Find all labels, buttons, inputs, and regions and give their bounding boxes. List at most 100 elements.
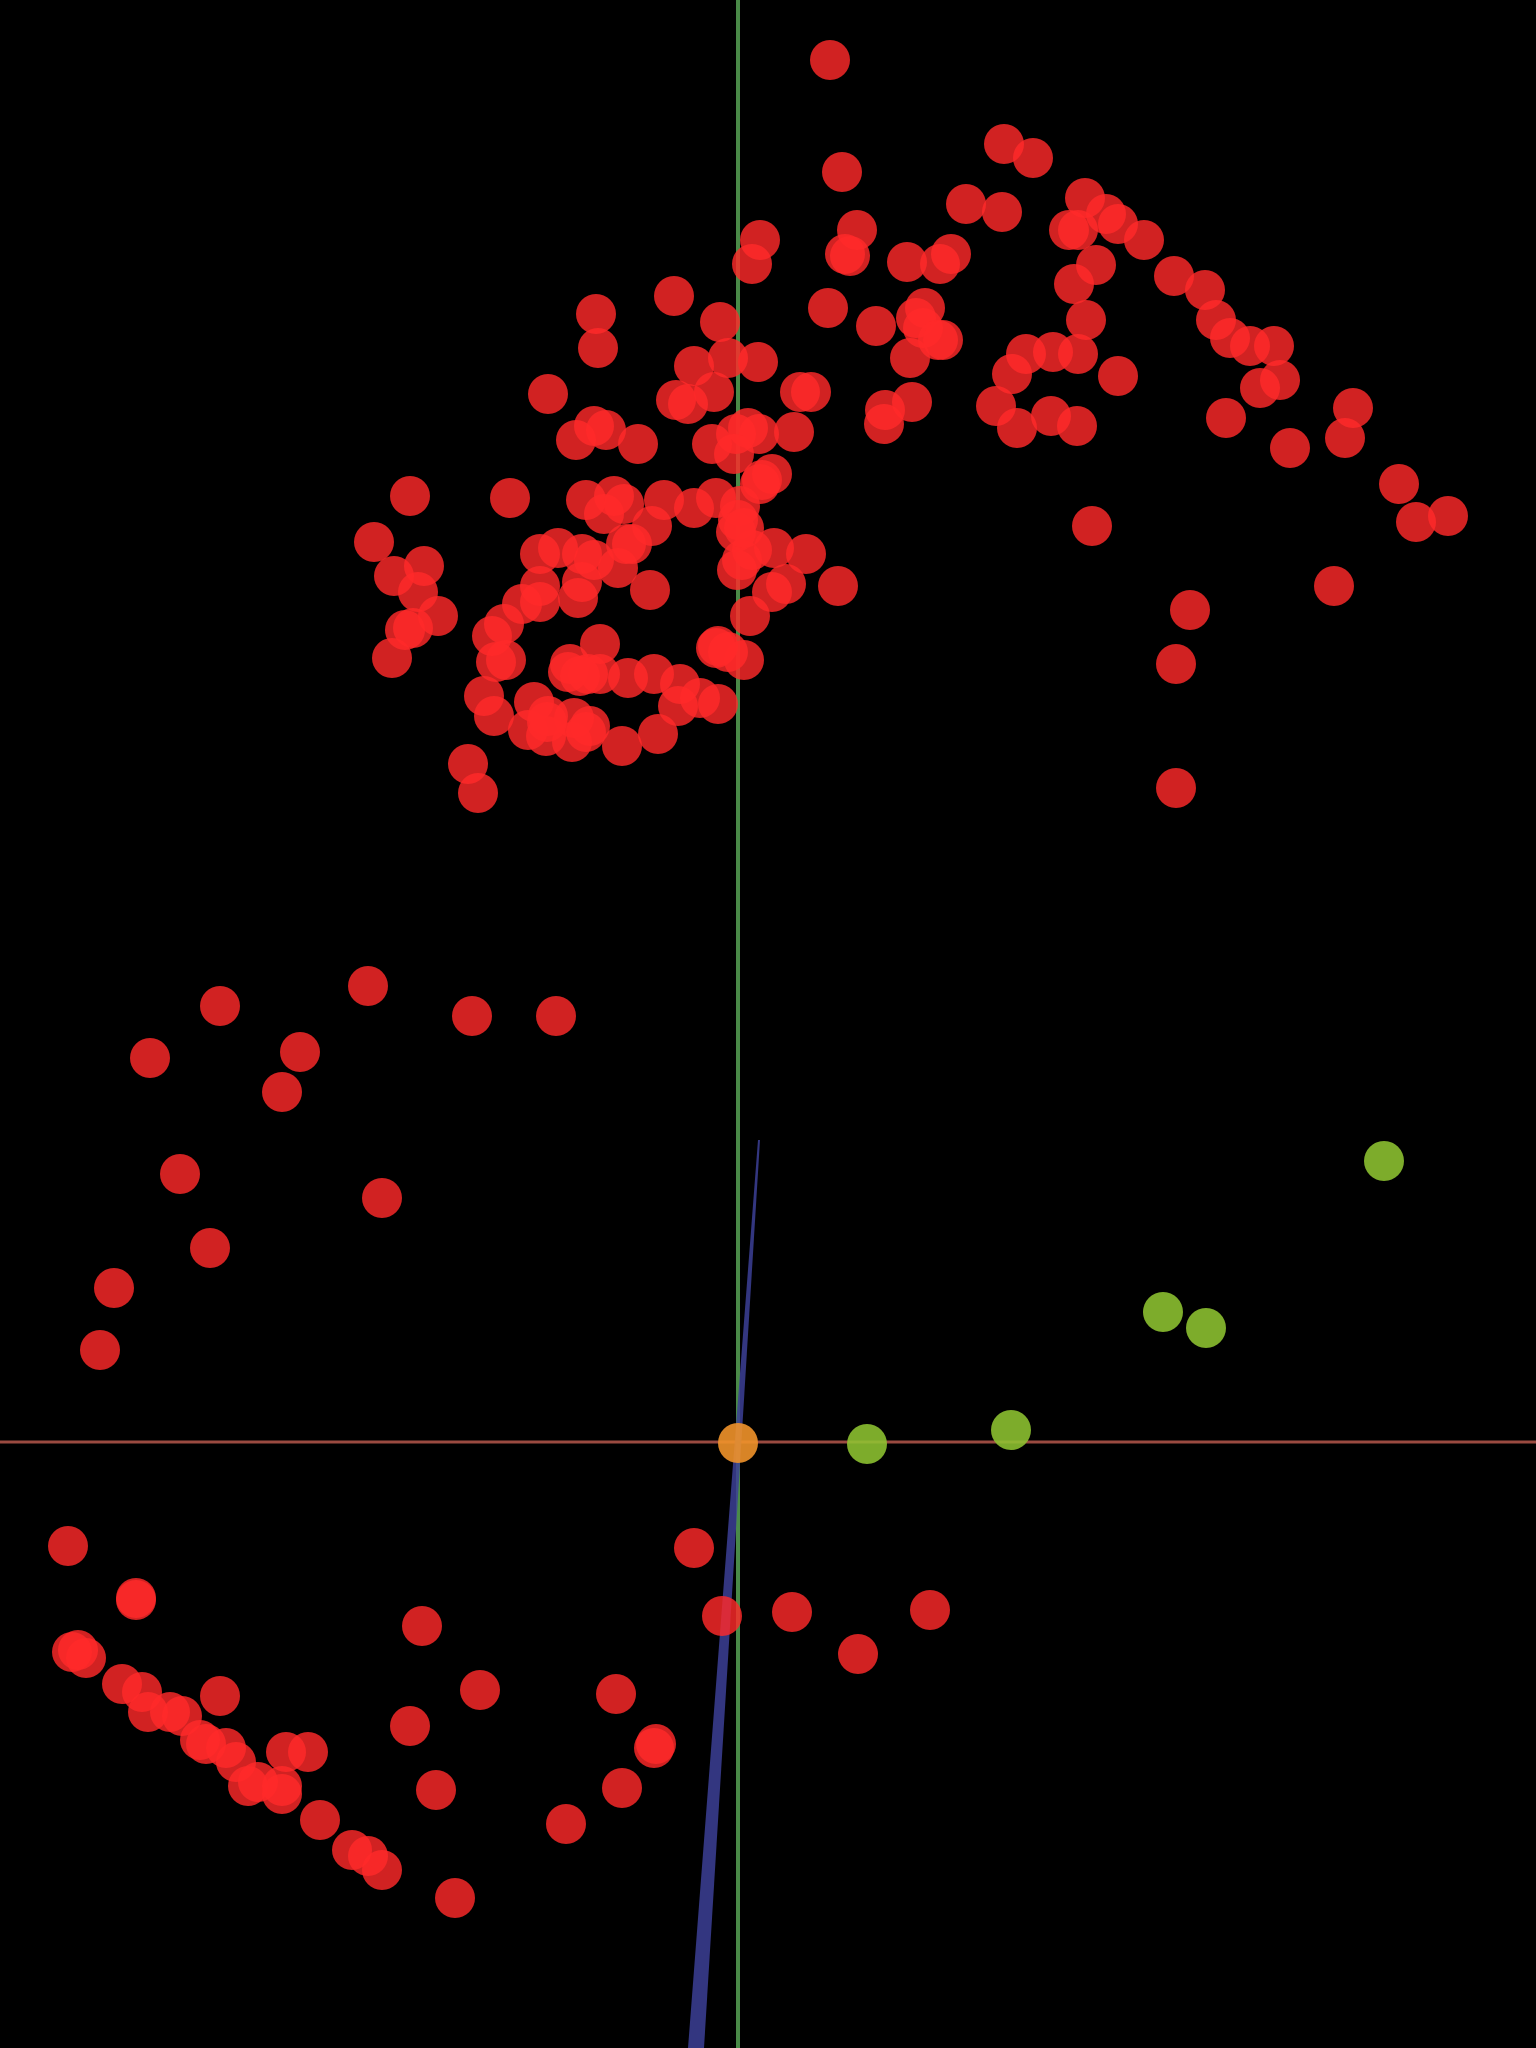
red-point	[830, 236, 870, 276]
red-point	[1206, 398, 1246, 438]
green-point	[847, 1424, 887, 1464]
red-point	[348, 966, 388, 1006]
red-point	[1098, 356, 1138, 396]
red-point	[280, 1032, 320, 1072]
red-point	[200, 1676, 240, 1716]
red-point	[997, 408, 1037, 448]
red-point	[1396, 502, 1436, 542]
red-point	[606, 524, 646, 564]
red-point	[458, 773, 498, 813]
red-point	[636, 1724, 676, 1764]
red-point	[586, 410, 626, 450]
red-point	[402, 1606, 442, 1646]
red-point	[460, 1670, 500, 1710]
red-point	[694, 372, 734, 412]
red-point	[566, 712, 606, 752]
red-point	[658, 686, 698, 726]
red-point	[452, 996, 492, 1036]
red-point	[1185, 270, 1225, 310]
red-point	[190, 1228, 230, 1268]
red-point	[52, 1632, 92, 1672]
red-point	[654, 276, 694, 316]
origin-point	[718, 1423, 758, 1463]
red-point	[474, 696, 514, 736]
red-point	[1325, 418, 1365, 458]
red-point	[602, 1768, 642, 1808]
red-point	[1072, 506, 1112, 546]
red-point	[527, 702, 567, 742]
green-points-layer	[847, 1141, 1404, 1464]
red-point	[128, 1692, 168, 1732]
red-point	[1333, 388, 1373, 428]
red-point	[160, 1154, 200, 1194]
red-point	[772, 1592, 812, 1632]
red-point	[528, 374, 568, 414]
red-point	[887, 242, 927, 282]
red-point	[838, 1634, 878, 1674]
red-point	[558, 578, 598, 618]
red-point	[490, 478, 530, 518]
red-point	[1124, 220, 1164, 260]
red-point	[1428, 496, 1468, 536]
red-point	[714, 434, 754, 474]
red-point	[708, 632, 748, 672]
red-point	[822, 152, 862, 192]
red-point	[130, 1038, 170, 1078]
red-point	[810, 40, 850, 80]
red-point	[618, 424, 658, 464]
red-point	[200, 986, 240, 1026]
red-point	[288, 1732, 328, 1772]
red-point	[738, 342, 778, 382]
red-point	[754, 528, 794, 568]
red-point	[638, 714, 678, 754]
red-point	[1156, 644, 1196, 684]
red-point	[1057, 406, 1097, 446]
red-point	[393, 608, 433, 648]
red-point	[596, 1674, 636, 1714]
red-point	[808, 288, 848, 328]
red-point	[608, 658, 648, 698]
red-point	[580, 624, 620, 664]
red-point	[362, 1178, 402, 1218]
red-point	[818, 566, 858, 606]
red-point	[1054, 264, 1094, 304]
red-point	[80, 1330, 120, 1370]
red-point	[1170, 590, 1210, 630]
red-point	[786, 534, 826, 574]
red-point	[742, 460, 782, 500]
green-point	[991, 1410, 1031, 1450]
origin-layer	[718, 1423, 758, 1463]
red-point	[390, 476, 430, 516]
red-point	[300, 1800, 340, 1840]
red-point	[1013, 138, 1053, 178]
red-point	[362, 1850, 402, 1890]
red-point	[228, 1766, 268, 1806]
red-point	[923, 320, 963, 360]
red-point	[604, 484, 644, 524]
red-point	[94, 1268, 134, 1308]
red-point	[698, 684, 738, 724]
green-point	[1186, 1308, 1226, 1348]
red-point	[856, 306, 896, 346]
red-point	[1066, 300, 1106, 340]
red-point	[520, 582, 560, 622]
z-axis-line	[688, 1140, 760, 2048]
red-point	[700, 302, 740, 342]
red-point	[562, 534, 602, 574]
red-point	[1270, 428, 1310, 468]
red-point	[116, 1580, 156, 1620]
red-point	[1254, 326, 1294, 366]
red-point	[1379, 464, 1419, 504]
red-point	[390, 1706, 430, 1746]
red-point	[674, 1528, 714, 1568]
red-point	[1260, 360, 1300, 400]
red-point	[630, 570, 670, 610]
red-point	[1156, 768, 1196, 808]
red-point	[435, 1878, 475, 1918]
red-point	[576, 294, 616, 334]
red-point	[865, 390, 905, 430]
red-point	[416, 1770, 456, 1810]
red-point	[931, 234, 971, 274]
